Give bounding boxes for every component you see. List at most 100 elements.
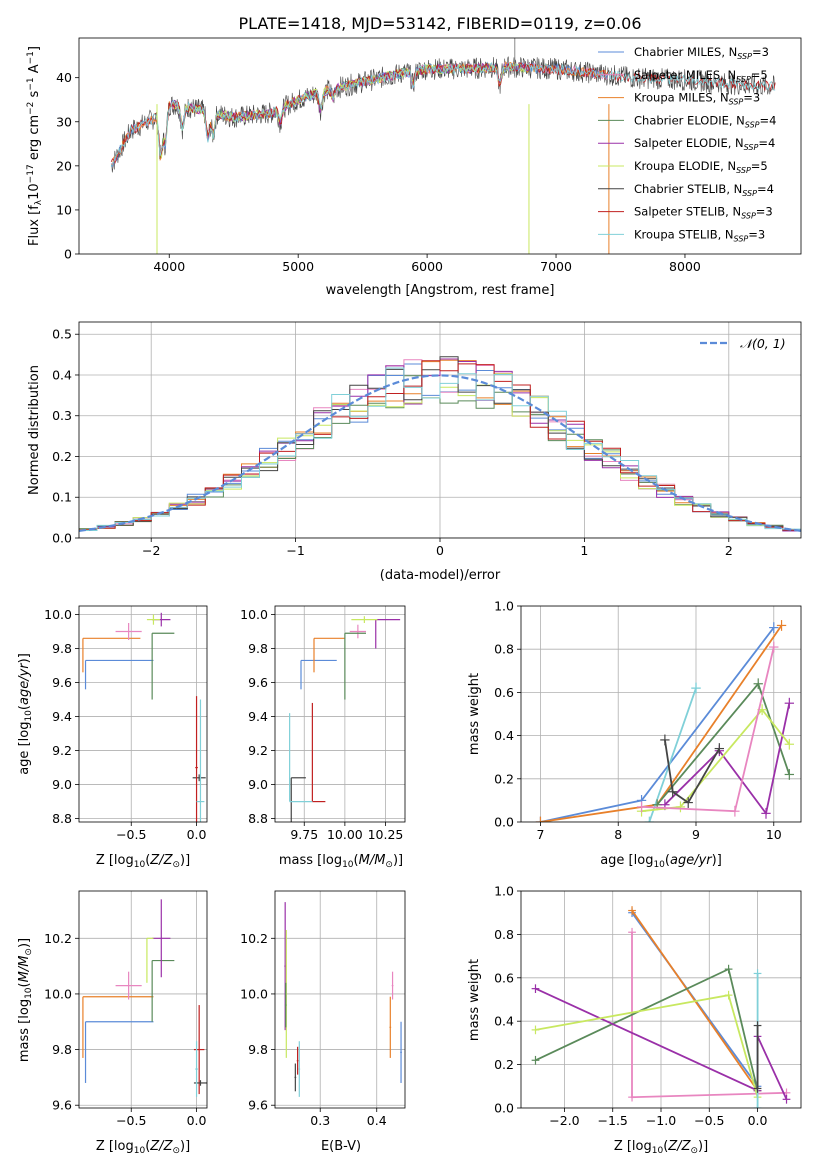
axis-label: mass [log10(M/M⊙)] [279, 853, 403, 870]
marker-kroupa-elodie [146, 937, 154, 983]
spectrum-legend: Chabrier MILES, NSSP=3 Salpeter MILES, NS… [598, 45, 776, 243]
weight-point [644, 816, 654, 822]
weight-line-chabrier-elodie [535, 967, 759, 1091]
y-tick-label: 9.8 [248, 641, 268, 656]
weight-point [531, 984, 540, 993]
y-tick-label: 9.4 [52, 709, 72, 724]
y-tick-label: 0.6 [494, 970, 514, 985]
marker-chabrier-miles [400, 1021, 402, 1083]
x-tick-label: −0.5 [116, 1113, 146, 1128]
weight-point [531, 1055, 540, 1065]
x-tick-label: 0.3 [310, 1113, 330, 1128]
x-tick-label: 1 [580, 543, 588, 558]
y-tick-label: 10.2 [44, 931, 72, 946]
weight-line-kroupa-elodie [641, 708, 791, 813]
x-tick-label: 5000 [282, 259, 314, 274]
x-axis-label: wavelength [Angstrom, rest frame] [326, 283, 555, 298]
weight-point [724, 990, 733, 1000]
plot-area [521, 891, 801, 1108]
x-tick-label: 8000 [669, 259, 701, 274]
legend-label: Kroupa ELODIE, NSSP=5 [634, 159, 768, 175]
legend-label: 𝒩(0, 1) [740, 336, 786, 351]
weight-point [714, 743, 724, 754]
y-tick-label: 9.6 [52, 675, 72, 690]
marker-kroupa-miles [313, 637, 345, 673]
spectrum-panel: 4000 5000 6000 7000 8000 0 10 20 30 40 Chabrier MI… [26, 37, 802, 298]
y-tick-label: 10.0 [240, 986, 268, 1001]
y-tick-label: 9.2 [248, 743, 268, 758]
y-tick-label: 10.2 [240, 931, 268, 946]
axis-label: age [log10(age/yr)] [600, 853, 722, 870]
y-tick-label: 0.0 [494, 815, 514, 830]
age-vs-metallicity-panel: −0.5 0.0 8.8 9.0 9.2 9.4 9.6 9.8 10.0 Z [log10(Z/… [17, 605, 208, 870]
x-tick-label: 0.0 [187, 827, 207, 842]
y-tick-label: 0.6 [494, 685, 514, 700]
marker-chabrier-miles [84, 659, 154, 690]
x-tick-label: −0.5 [116, 827, 146, 842]
marker-kroupa-stelib [289, 713, 313, 803]
axis-label: Z [log10(Z/Z⊙)] [96, 1139, 190, 1156]
marker-chabrier-stelib [193, 1080, 207, 1086]
legend-label: Chabrier ELODIE, NSSP=4 [634, 113, 776, 129]
marker-chabrier-stelib [192, 774, 206, 782]
y-tick-label: 9.6 [52, 1098, 72, 1113]
weight-line-chabrier-stelib [664, 739, 721, 804]
y-tick-label: 0.4 [494, 1014, 514, 1029]
axes-frame [78, 890, 208, 1109]
y-tick-label: 10.0 [44, 986, 72, 1001]
weight-point [668, 786, 678, 798]
spectrum-line-kroupa-elodie [156, 61, 531, 158]
weight-point [628, 906, 636, 915]
x-tick-label: 7000 [540, 259, 572, 274]
plot-area [79, 606, 207, 822]
x-tick-label: −2 [142, 543, 160, 558]
weight-point [784, 769, 794, 780]
y-tick-label: 9.8 [248, 1042, 268, 1057]
y-tick-label: 8.8 [52, 811, 72, 826]
axis-label: Z [log10(Z/Z⊙)] [614, 1139, 708, 1156]
y-tick-label: 0.8 [494, 642, 514, 657]
y-tick-label: 0.4 [52, 367, 72, 382]
marker-chabrier-stelib [294, 1063, 297, 1092]
y-tick-label: 9.8 [52, 641, 72, 656]
x-tick-label: 10 [766, 827, 782, 842]
weight-point [761, 807, 771, 819]
marker-chabrier-elodie [344, 632, 366, 700]
mass-vs-ebv-panel: 0.3 0.4 9.6 9.8 10.0 10.2 E(B-V) [240, 890, 406, 1154]
axis-label: Z [log10(Z/Z⊙)] [96, 853, 190, 870]
x-tick-label: 0.0 [748, 1113, 768, 1128]
y-tick-label: 0.3 [52, 408, 72, 423]
weight-vs-metallicity-panel: −2.0 −1.5 −1.0 −0.5 0.0 0.0 0.2 0.4 0.6 0.8 1.0 Z [… [467, 884, 802, 1156]
y-tick-label: 1.0 [494, 884, 514, 899]
marker-kroupa-stelib [196, 699, 205, 822]
weight-point [782, 1094, 791, 1104]
weight-point [776, 620, 787, 631]
x-tick-label: 6000 [411, 259, 443, 274]
y-tick-label: 9.6 [248, 1098, 268, 1113]
marker-salpeter-miles [349, 624, 366, 639]
marker-salpeter-stelib [195, 696, 198, 822]
x-tick-label: 2 [725, 543, 733, 558]
marker-salpeter-elodie [152, 899, 171, 978]
y-tick-label: 9.2 [52, 743, 72, 758]
marker-salpeter-stelib [296, 1046, 299, 1075]
axes-frame [274, 890, 406, 1109]
y-axis-label: mass weight [467, 959, 482, 1041]
x-tick-label: 10.00 [327, 827, 363, 842]
plot-area [275, 606, 405, 822]
figure-title: PLATE=1418, MJD=53142, FIBERID=0119, z=0… [238, 14, 641, 33]
axes-frame [78, 605, 208, 823]
weight-point [753, 1084, 762, 1093]
y-tick-label: 9.6 [248, 675, 268, 690]
axes-frame [274, 605, 406, 823]
y-tick-label: 9.8 [52, 1042, 72, 1057]
y-tick-label: 9.0 [248, 777, 268, 792]
marker-salpeter-miles [115, 623, 142, 641]
weight-point [535, 816, 546, 822]
y-tick-label: 10 [56, 202, 72, 217]
y-tick-label: 0.2 [494, 1057, 514, 1072]
weight-point [691, 682, 701, 694]
x-tick-label: −2.0 [549, 1113, 579, 1128]
y-tick-label: 0.4 [494, 728, 514, 743]
